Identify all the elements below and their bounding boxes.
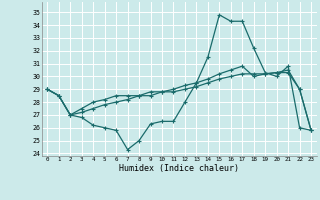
X-axis label: Humidex (Indice chaleur): Humidex (Indice chaleur) — [119, 164, 239, 173]
